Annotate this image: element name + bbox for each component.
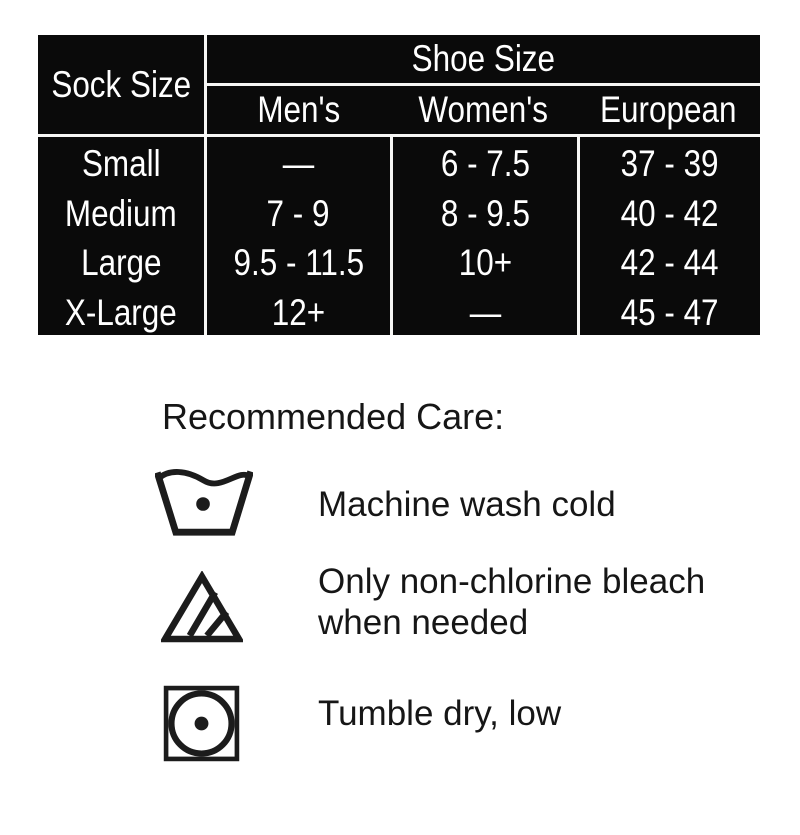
header-body-divider [38,134,760,137]
corner-header-label: Sock Size [51,63,191,105]
care-label-bleach: Only non-chlorine bleach when needed [318,562,706,642]
table-cell: 40 - 42 [621,192,719,234]
subheader-european: European [599,89,737,130]
table-cell: 8 - 9.5 [440,192,530,234]
machine-wash-cold-icon [155,468,253,540]
column-mens: — 7 - 9 9.5 - 11.5 12+ [207,137,393,335]
table-cell: 6 - 7.5 [440,143,530,185]
shoe-size-header-group: Shoe Size Men's Women's European [207,35,760,134]
table-cell: 45 - 47 [621,291,719,333]
subheader-row: Men's Women's European [207,86,760,134]
table-cell: Large [80,242,162,284]
subheader-mens: Men's [257,89,341,130]
corner-header-cell: Sock Size [38,35,207,134]
tumble-dry-low-icon [163,685,240,762]
table-cell: 42 - 44 [621,242,719,284]
care-section-heading: Recommended Care: [162,396,505,437]
sock-size-table: Sock Size Shoe Size Men's Women's Europe… [38,35,760,335]
column-womens: 6 - 7.5 8 - 9.5 10+ — [393,137,580,335]
table-cell: 7 - 9 [267,192,330,234]
table-cell: X-Large [65,291,177,333]
non-chlorine-bleach-icon [161,571,243,643]
column-european: 37 - 39 40 - 42 42 - 44 45 - 47 [580,137,760,335]
column-sock-size: Small Medium Large X-Large [38,137,207,335]
table-cell: 9.5 - 11.5 [233,242,364,284]
group-header-cell: Shoe Size [207,35,760,86]
table-cell: — [469,291,501,333]
table-cell: Medium [65,192,177,234]
table-header: Sock Size Shoe Size Men's Women's Europe… [38,35,760,134]
table-cell: 37 - 39 [621,143,719,185]
care-label-tumble-dry: Tumble dry, low [318,694,562,733]
care-label-machine-wash: Machine wash cold [318,485,616,524]
group-header-label: Shoe Size [411,38,556,79]
subheader-womens: Women's [418,89,549,130]
table-cell: — [282,143,315,185]
table-cell: 10+ [458,242,512,284]
table-body: Small Medium Large X-Large — 7 - 9 9.5 -… [38,137,760,335]
table-cell: Small [81,143,161,185]
table-cell: 12+ [271,291,326,333]
